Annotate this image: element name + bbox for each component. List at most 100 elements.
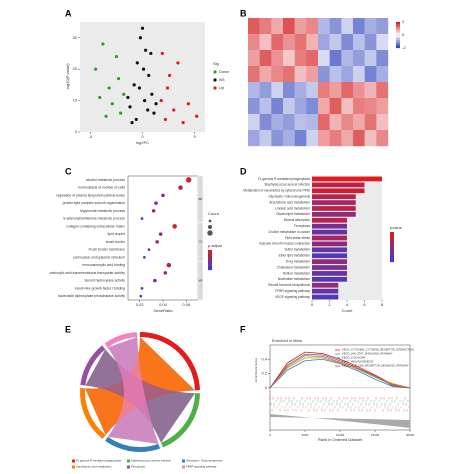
point [107, 86, 111, 90]
color-legend [390, 232, 394, 235]
heat-cell [353, 98, 365, 115]
heat-cell [341, 18, 354, 35]
dot [166, 262, 172, 268]
heat-cell [341, 114, 354, 131]
x-tick-label: 2 [328, 302, 331, 307]
point [186, 102, 190, 106]
point [195, 114, 199, 118]
x-tick-label: 20000 [406, 433, 415, 437]
bar [312, 253, 347, 259]
heat-cell [353, 130, 365, 147]
y-tick-label: perinuclear endoplasmic reticulum [74, 255, 126, 259]
heat-cell [248, 82, 260, 99]
y-tick-label: Mineral absorption [284, 218, 310, 222]
legend-gradient [396, 29, 400, 33]
heat-cell [259, 34, 272, 51]
heat-cell [353, 114, 365, 131]
point [144, 48, 148, 52]
legend-tick: 0 [402, 32, 405, 37]
color-legend [208, 256, 212, 259]
heat-cell [318, 130, 330, 147]
legend-label: Ferroptosis [131, 465, 146, 469]
color-legend [208, 250, 212, 253]
y-tick-label: triglyceride metabolic process [80, 209, 125, 213]
y-tick-label: carboxylic acid transmembrane transporte… [49, 271, 125, 275]
heat-cell [283, 82, 295, 99]
point [114, 54, 119, 59]
color-legend-title: pvalue [390, 225, 403, 230]
heat-cell [341, 130, 354, 147]
panel-label: C [65, 166, 72, 176]
heat-cell [329, 34, 342, 51]
y-tick-label: Retinol metabolism [283, 271, 310, 275]
bar [312, 206, 356, 211]
y-tick-label: Nucleotide metabolism [278, 277, 311, 281]
heat-cell [353, 50, 365, 67]
legend-gradient [396, 42, 400, 46]
bar [312, 282, 339, 288]
heat-cell [318, 50, 330, 67]
color-legend [208, 258, 212, 261]
heat-cell [306, 130, 319, 147]
heat-cell [294, 66, 307, 83]
heat-cell [283, 34, 295, 51]
y-tick-label: homeostasis of number of cells [78, 186, 125, 190]
color-legend-title: p.adjust [208, 243, 223, 248]
legend-gradient [396, 22, 400, 25]
legend-gradient [396, 45, 400, 49]
heat-cell [283, 114, 295, 131]
y-tick-label: Sulfur metabolism [284, 248, 310, 252]
legend-label: NS [219, 77, 225, 82]
size-legend-dot [207, 230, 213, 236]
heat-cell [376, 18, 389, 35]
heat-cell [353, 66, 365, 83]
x-tick-label: 0.04 [159, 302, 168, 307]
heat-cell [306, 34, 319, 51]
y-tick-label: regulation of plasma lipoprotein particl… [56, 193, 125, 197]
heat-cell [341, 34, 354, 51]
heat-cell [306, 82, 319, 99]
dot [178, 185, 183, 190]
heat-cell [259, 130, 272, 147]
dot [158, 232, 163, 236]
point [134, 117, 138, 122]
heat-cell [376, 98, 389, 115]
legend-swatch [72, 459, 75, 463]
x-axis-label: GeneRatio [153, 308, 173, 313]
point [167, 73, 172, 78]
dot [147, 248, 151, 251]
legend-label: KEGG_JAK_STAT_SIGNALING_PATHWAY [342, 352, 393, 356]
heat-cell [318, 34, 330, 51]
x-tick-label: 0 [141, 134, 144, 139]
panel-label: B [240, 8, 247, 18]
heat-cell [248, 98, 260, 115]
y-tick-label: Glycolysis / Gluconeogenesis [268, 195, 310, 199]
y-axis-label: -log10(P value) [65, 63, 70, 91]
x-axis-label: log2FC [136, 140, 149, 145]
bar [312, 259, 347, 264]
heat-cell [329, 114, 342, 131]
bar [312, 288, 339, 294]
dot [154, 201, 158, 205]
color-legend [208, 266, 212, 269]
point [146, 108, 150, 112]
legend-swatch [182, 459, 185, 463]
legend-label: Fc gamma R-mediated phagocytosis [76, 459, 122, 463]
heat-cell [259, 50, 272, 67]
heat-cell [294, 82, 307, 99]
point [152, 111, 156, 115]
legend-swatch [213, 70, 217, 74]
legend-label: Arachidonic acid metabolism [76, 465, 112, 469]
heat-cell [248, 66, 260, 83]
heat-cell [329, 50, 342, 67]
x-tick-label: 0.06 [182, 302, 191, 307]
heat-cell [341, 98, 354, 115]
color-legend [390, 252, 394, 255]
y-tick-label: 20 [73, 66, 78, 71]
x-tick-label: 8 [381, 302, 384, 307]
y-tick-label: VEGF signaling pathway [275, 295, 310, 299]
point [132, 83, 136, 87]
point [141, 67, 146, 71]
heat-cell [364, 18, 377, 35]
color-legend [208, 252, 212, 255]
